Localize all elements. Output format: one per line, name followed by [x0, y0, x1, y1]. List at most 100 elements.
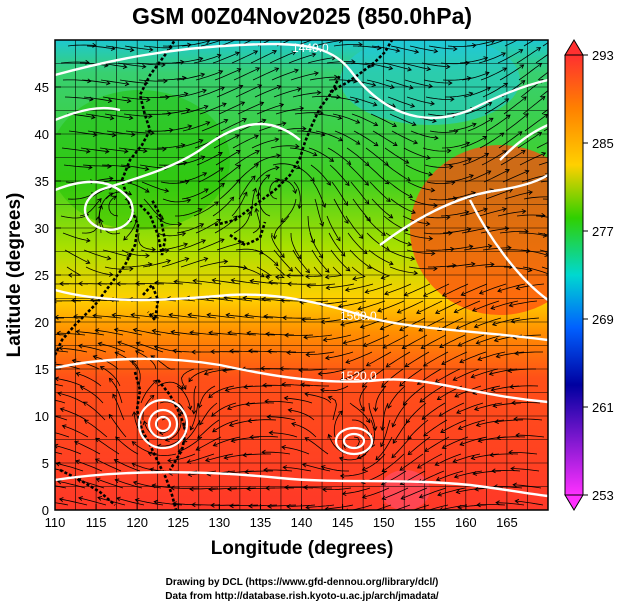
streamline-arrowhead — [236, 164, 242, 169]
streamline — [437, 487, 466, 496]
streamline — [176, 385, 191, 410]
streamline-arrowhead — [428, 171, 433, 177]
streamline — [79, 62, 108, 67]
streamline — [154, 501, 183, 506]
streamline — [372, 130, 398, 146]
streamline — [320, 385, 349, 392]
streamline-arrowhead — [520, 80, 526, 85]
x-tick-label: 130 — [208, 515, 230, 530]
streamline-arrowhead — [380, 426, 386, 432]
streamline-arrowhead — [216, 218, 222, 224]
streamline-arrowhead — [208, 486, 213, 492]
streamline — [485, 40, 505, 47]
streamline-arrowhead — [168, 312, 173, 318]
streamline — [479, 132, 504, 149]
streamline-arrowhead — [503, 82, 509, 88]
streamline-arrowhead — [416, 309, 421, 315]
streamline — [212, 52, 240, 64]
streamline — [250, 188, 257, 217]
streamline — [311, 249, 330, 273]
streamline-arrowhead — [73, 314, 78, 319]
streamline-arrowhead — [99, 366, 105, 371]
y-tick-label: 25 — [35, 268, 49, 283]
streamline-arrowhead — [428, 236, 434, 241]
streamline — [387, 96, 415, 107]
streamline — [106, 130, 135, 136]
streamline — [274, 215, 290, 239]
streamline-arrowhead — [117, 340, 122, 346]
streamline — [84, 419, 108, 438]
contour-line-south — [55, 471, 548, 498]
streamline — [352, 198, 371, 222]
streamline-arrowhead — [402, 511, 406, 515]
streamline-arrowhead — [544, 31, 548, 35]
y-tick-label: 30 — [35, 221, 49, 236]
streamline — [174, 57, 203, 64]
streamline-arrowhead — [373, 407, 378, 412]
streamline — [74, 441, 101, 455]
streamline-arrowhead — [197, 208, 203, 213]
streamline-arrowhead — [413, 139, 419, 145]
streamline — [193, 201, 219, 217]
streamline-arrowhead — [491, 321, 497, 327]
streamline-arrowhead — [438, 412, 444, 417]
streamline — [170, 487, 200, 489]
streamline-arrowhead — [301, 462, 307, 468]
streamline — [196, 436, 222, 451]
streamline — [323, 334, 352, 341]
streamline-arrowhead — [300, 382, 305, 388]
streamline-arrowhead — [471, 122, 477, 128]
streamline-arrowhead — [459, 441, 465, 446]
streamline-arrowhead — [391, 453, 397, 459]
streamline-arrowhead — [210, 349, 215, 355]
streamline — [516, 434, 545, 438]
streamline — [499, 64, 524, 81]
streamline — [87, 130, 116, 136]
streamline — [303, 486, 332, 489]
streamline-arrowhead — [236, 178, 241, 184]
streamline-arrowhead — [71, 358, 77, 364]
streamline — [287, 351, 316, 353]
streamline-arrowhead — [304, 437, 310, 442]
streamline-arrowhead — [229, 503, 234, 509]
streamline — [78, 345, 107, 353]
streamline-arrowhead — [202, 88, 207, 94]
streamline-arrowhead — [286, 273, 291, 279]
streamline-arrowhead — [151, 247, 156, 252]
streamline-arrowhead — [242, 452, 247, 458]
streamline — [252, 208, 261, 234]
streamline — [515, 351, 543, 354]
streamline — [349, 402, 371, 423]
streamline — [537, 232, 548, 236]
streamline — [57, 480, 86, 489]
streamline-arrowhead — [212, 427, 217, 433]
streamline-arrowhead — [325, 285, 331, 291]
streamline-arrowhead — [475, 340, 481, 345]
streamline — [389, 113, 416, 126]
streamline — [381, 368, 404, 388]
streamline — [474, 317, 502, 328]
streamline-arrowhead — [286, 350, 291, 355]
x-axis-label: Longitude (degrees) — [211, 538, 394, 559]
streamline — [538, 161, 548, 166]
streamline — [516, 214, 545, 217]
streamline-arrowhead — [235, 150, 241, 155]
streamline-arrowhead — [422, 292, 428, 297]
streamline-arrowhead — [58, 497, 64, 502]
streamline-arrowhead — [324, 268, 330, 273]
y-tick-label: 5 — [42, 456, 49, 471]
streamline-arrowhead — [432, 118, 437, 124]
streamline — [55, 485, 67, 489]
credit-line-2: Data from http://database.rish.kyoto-u.a… — [165, 591, 439, 602]
streamline — [333, 198, 349, 224]
streamline-arrowhead — [128, 115, 134, 121]
streamline — [55, 334, 67, 336]
streamline — [445, 174, 474, 183]
streamline — [136, 62, 165, 66]
streamline-arrowhead — [276, 85, 282, 90]
streamline — [497, 49, 523, 64]
streamline — [456, 317, 483, 330]
streamline-arrowhead — [504, 226, 510, 232]
streamline-arrowhead — [404, 159, 410, 164]
